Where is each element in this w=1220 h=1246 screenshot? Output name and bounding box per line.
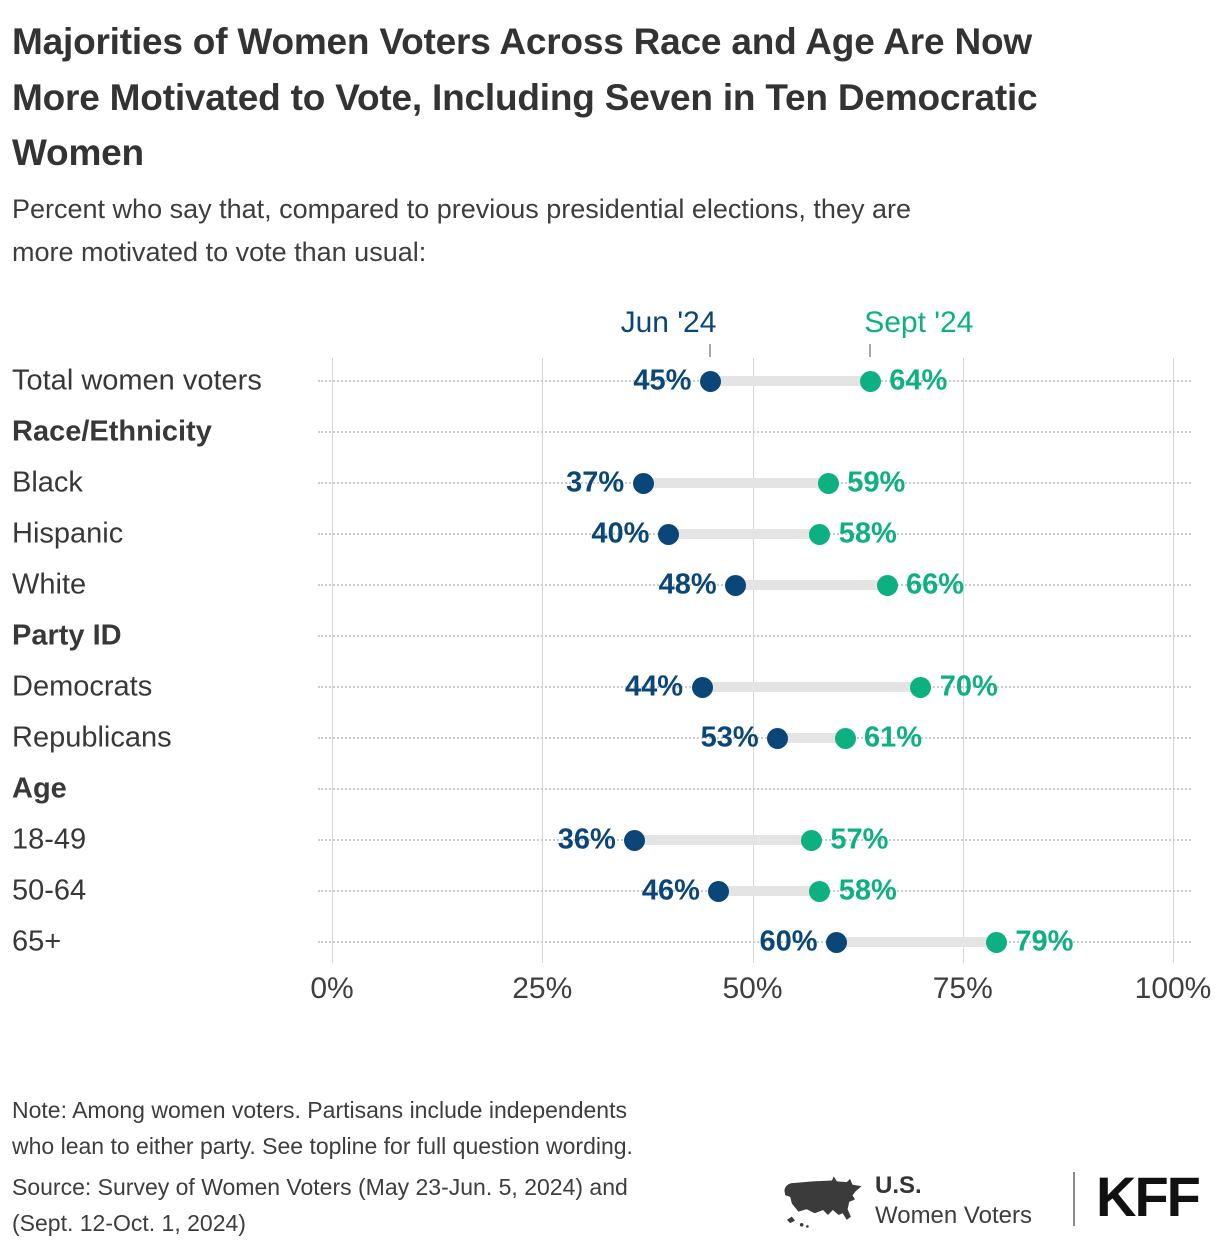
sept-dot	[876, 574, 898, 596]
gridline	[752, 358, 754, 963]
note-text: Note: Among women voters. Partisans incl…	[12, 1097, 633, 1159]
jun-dot	[699, 370, 721, 392]
row-dotted-line	[318, 635, 1191, 637]
x-axis-tick-label: 0%	[310, 972, 354, 1005]
row-label: White	[12, 568, 87, 601]
row-label: Democrats	[12, 670, 153, 703]
row-dotted-line	[318, 737, 1191, 739]
category-header-label: Age	[12, 772, 67, 805]
row-dotted-line	[318, 431, 1191, 433]
sept-value-label: 58%	[838, 517, 897, 550]
sept-dot	[834, 727, 856, 749]
page-title: Majorities of Women Voters Across Race a…	[12, 21, 1038, 173]
sept-dot	[800, 829, 822, 851]
jun-value-label: 36%	[557, 823, 616, 856]
jun-dot	[632, 472, 654, 494]
x-axis-tick-label: 50%	[722, 972, 783, 1005]
jun-dot	[725, 574, 747, 596]
row-label: Total women voters	[12, 364, 262, 397]
jun-dot	[624, 829, 646, 851]
sept-value-label: 61%	[864, 721, 923, 754]
connector-bar	[735, 580, 888, 590]
jun-value-label: 45%	[633, 364, 692, 397]
sept-dot	[809, 523, 831, 545]
sept-value-label: 70%	[939, 670, 998, 703]
connector-bar	[643, 478, 829, 488]
jun-value-label: 37%	[566, 466, 625, 499]
jun-value-label: 44%	[624, 670, 684, 703]
row-dotted-line	[318, 788, 1191, 790]
legend-sept-label: Sept '24	[864, 306, 974, 339]
jun-dot	[767, 727, 789, 749]
jun-dot	[826, 931, 848, 953]
x-axis-tick-label: 75%	[932, 972, 993, 1005]
gridline	[962, 358, 964, 963]
category-header-label: Race/Ethnicity	[12, 415, 212, 448]
legend-jun-tick	[709, 344, 712, 357]
sept-dot	[910, 676, 932, 698]
source-text: Source: Survey of Women Voters (May 23-J…	[12, 1174, 628, 1236]
sept-value-label: 59%	[847, 466, 906, 499]
connector-bar	[777, 733, 845, 743]
brand-divider	[1073, 1172, 1075, 1226]
sept-value-label: 57%	[830, 823, 889, 856]
sept-dot	[809, 880, 831, 902]
row-label: 50-64	[12, 874, 87, 907]
sept-dot	[817, 472, 839, 494]
sept-value-label: 64%	[889, 364, 948, 397]
gridline	[1173, 358, 1174, 963]
legend-jun-label: Jun '24	[620, 306, 717, 339]
jun-value-label: 48%	[658, 568, 717, 601]
row-label: 18-49	[12, 823, 87, 856]
jun-dot	[708, 880, 730, 902]
row-label: Hispanic	[12, 517, 124, 550]
connector-bar	[710, 376, 871, 386]
sept-value-label: 79%	[1015, 925, 1074, 958]
connector-bar	[668, 529, 820, 539]
sept-dot	[859, 370, 881, 392]
kff-logo: KFF	[1096, 1165, 1201, 1228]
brand-us-label: U.S.	[875, 1172, 922, 1199]
jun-dot	[691, 676, 713, 698]
connector-bar	[702, 682, 921, 692]
category-header-label: Party ID	[12, 619, 122, 652]
sept-value-label: 58%	[838, 874, 897, 907]
jun-value-label: 40%	[591, 517, 650, 550]
row-label: 65+	[12, 925, 62, 958]
x-axis-tick-label: 100%	[1134, 972, 1212, 1005]
sept-dot	[985, 931, 1007, 953]
chart-subtitle: Percent who say that, compared to previo…	[12, 194, 911, 268]
jun-value-label: 60%	[759, 925, 818, 958]
jun-value-label: 53%	[700, 721, 759, 754]
jun-dot	[657, 523, 679, 545]
brand-women-voters-label: Women Voters	[875, 1202, 1032, 1229]
connector-bar	[634, 835, 812, 845]
jun-value-label: 46%	[641, 874, 700, 907]
us-map-icon	[784, 1176, 862, 1228]
gridline	[332, 358, 333, 963]
connector-bar	[836, 937, 997, 947]
gridline	[542, 358, 544, 963]
sept-value-label: 66%	[906, 568, 965, 601]
row-label: Black	[12, 466, 83, 499]
x-axis-tick-label: 25%	[512, 972, 573, 1005]
connector-bar	[718, 886, 820, 896]
row-label: Republicans	[12, 721, 172, 754]
legend-sept-tick	[869, 344, 872, 357]
row-dotted-line	[318, 941, 1191, 943]
